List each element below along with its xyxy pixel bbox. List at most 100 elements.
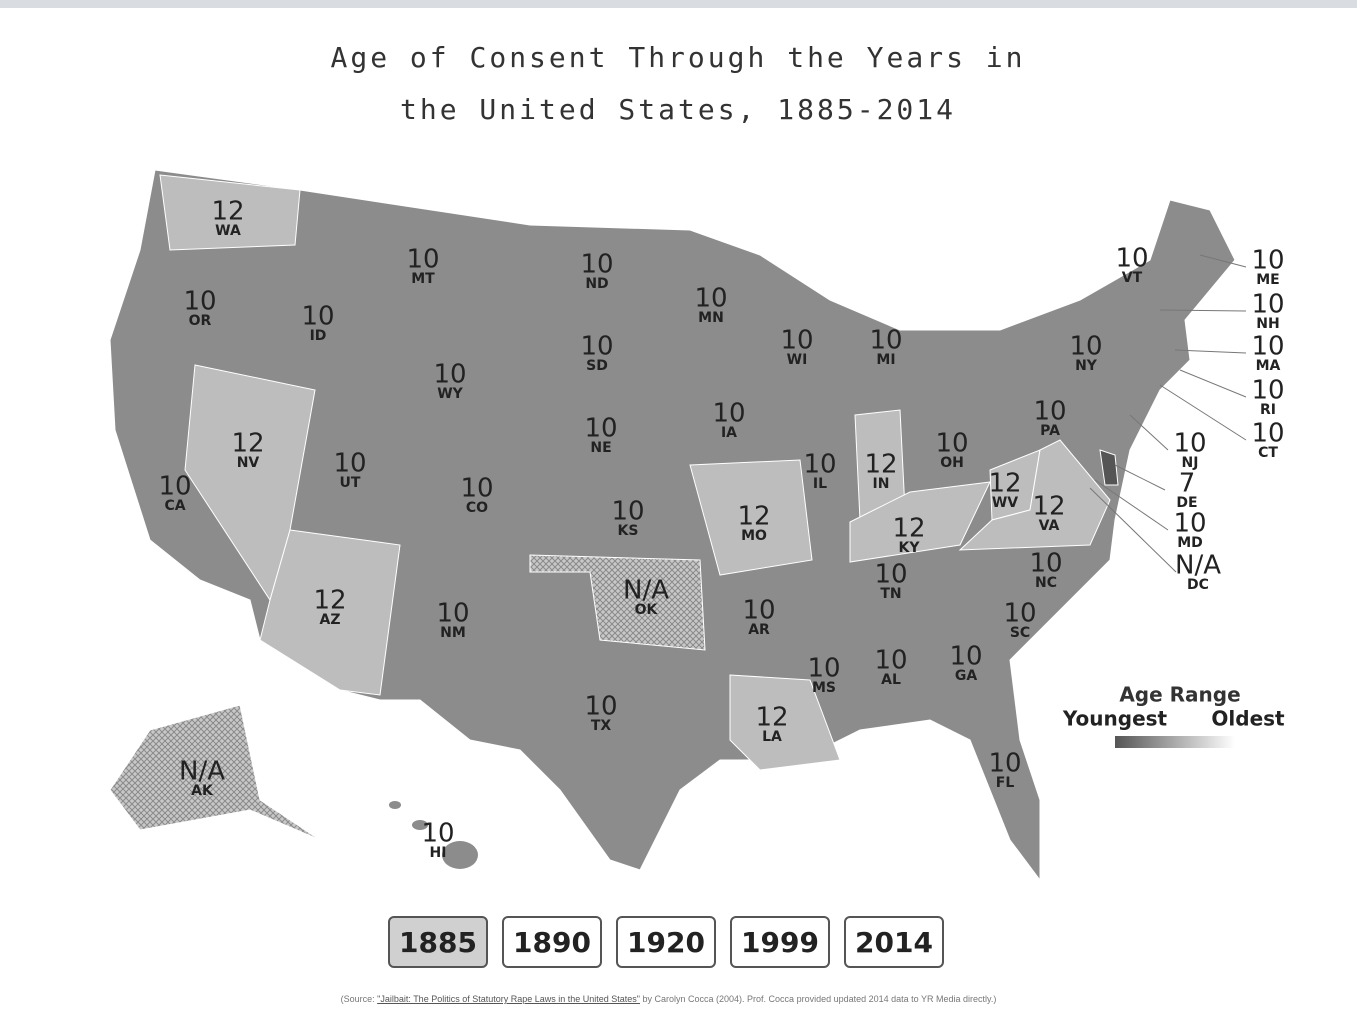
state-region <box>109 704 321 841</box>
year-button[interactable]: 1999 <box>730 916 830 968</box>
title: Age of Consent Through the Years in the … <box>330 41 1026 126</box>
state-abbr: IN <box>873 476 890 492</box>
state-abbr: MO <box>741 528 767 544</box>
leader-line <box>1114 464 1166 491</box>
state-abbr: WV <box>992 495 1018 511</box>
state-value: 10 <box>1251 419 1284 449</box>
state-abbr: NV <box>237 455 260 471</box>
state-abbr: LA <box>762 729 782 745</box>
state-region <box>958 439 1111 551</box>
state-value: 10 <box>1033 397 1066 427</box>
leader-line <box>1174 349 1247 354</box>
state-abbr: OR <box>189 313 212 329</box>
state-value: 12 <box>211 197 244 227</box>
year-button[interactable]: 2014 <box>844 916 944 968</box>
state-abbr: CA <box>164 498 185 514</box>
state-abbr: HI <box>430 845 447 861</box>
leader-line <box>1159 384 1247 441</box>
state-abbr: NE <box>590 440 611 456</box>
state-abbr: UT <box>340 475 361 491</box>
state-abbr: OK <box>635 602 659 618</box>
state-value: 12 <box>988 469 1021 499</box>
state-value: 10 <box>580 332 613 362</box>
state-abbr: AL <box>881 672 901 688</box>
state-value: 10 <box>406 245 439 275</box>
state-region <box>259 529 401 696</box>
state-value: 10 <box>1029 549 1062 579</box>
legend-title: Age Range <box>1119 683 1240 707</box>
state-abbr: DE <box>1176 495 1197 511</box>
state-abbr: AZ <box>320 612 341 628</box>
state-region <box>1099 449 1119 486</box>
state-value: 10 <box>712 399 745 429</box>
state-value: 10 <box>869 326 902 356</box>
state-value: 10 <box>694 284 727 314</box>
state-abbr: AR <box>748 622 770 638</box>
year-button[interactable]: 1890 <box>502 916 602 968</box>
source-prefix: (Source: <box>340 994 378 1004</box>
state-abbr: NJ <box>1182 455 1199 471</box>
legend-low: Youngest <box>1062 707 1168 731</box>
hawaii-island <box>442 841 478 869</box>
leader-line <box>1179 369 1247 398</box>
leader-line <box>1129 414 1169 451</box>
state-abbr: KY <box>899 540 921 556</box>
state-value: 10 <box>1173 429 1206 459</box>
state-value: 10 <box>1251 376 1284 406</box>
state-value: 12 <box>737 502 770 532</box>
state-region <box>849 481 991 563</box>
state-value: 10 <box>611 497 644 527</box>
state-abbr: NC <box>1035 575 1057 591</box>
state-abbr: OH <box>940 455 964 471</box>
year-button[interactable]: 1920 <box>616 916 716 968</box>
state-abbr: VA <box>1039 518 1060 534</box>
year-button[interactable]: 1885 <box>388 916 488 968</box>
state-value: 10 <box>988 749 1021 779</box>
leader-line <box>1089 487 1177 573</box>
state-value: 10 <box>742 596 775 626</box>
state-region <box>729 674 841 771</box>
year-buttons: 1885 1890 1920 1999 2014 <box>388 916 944 968</box>
state-value: 10 <box>584 414 617 444</box>
state-abbr: TX <box>591 718 612 734</box>
state-region <box>529 554 706 651</box>
state-abbr: MI <box>876 352 895 368</box>
state-value: 12 <box>755 703 788 733</box>
state-abbr: NY <box>1075 358 1098 374</box>
state-value: 10 <box>580 250 613 280</box>
state-abbr: MS <box>812 680 836 696</box>
state-abbr: PA <box>1040 423 1060 439</box>
state-abbr: ND <box>585 276 608 292</box>
state-value: 10 <box>183 287 216 317</box>
state-value: 10 <box>874 646 907 676</box>
hawaii-island <box>389 801 401 809</box>
state-value: 10 <box>949 642 982 672</box>
state-value: 10 <box>421 819 454 849</box>
state-abbr: CO <box>466 500 488 516</box>
source-suffix: by Carolyn Cocca (2004). Prof. Cocca pro… <box>640 994 997 1004</box>
state-abbr: DC <box>1187 577 1209 593</box>
state-abbr: WA <box>215 223 241 239</box>
state-value: N/A <box>1175 551 1221 581</box>
state-value: 10 <box>1251 246 1284 276</box>
source-link[interactable]: "Jailbait: The Politics of Statutory Rap… <box>377 994 640 1004</box>
state-abbr: TN <box>880 586 901 602</box>
state-value: 12 <box>892 514 925 544</box>
leader-line <box>1159 309 1247 312</box>
state-value: 10 <box>301 302 334 332</box>
hawaii-island <box>412 820 428 830</box>
state-value: 10 <box>1251 332 1284 362</box>
state-value: 10 <box>436 599 469 629</box>
leader-line <box>1094 479 1169 531</box>
state-value: 10 <box>158 472 191 502</box>
state-value: 10 <box>584 692 617 722</box>
state-abbr: WI <box>787 352 808 368</box>
state-abbr: NM <box>440 625 466 641</box>
state-value: 10 <box>1115 244 1148 274</box>
state-abbr: ME <box>1256 272 1280 288</box>
state-value: 12 <box>1032 492 1065 522</box>
state-abbr: VT <box>1122 270 1143 286</box>
state-value: 10 <box>1003 599 1036 629</box>
